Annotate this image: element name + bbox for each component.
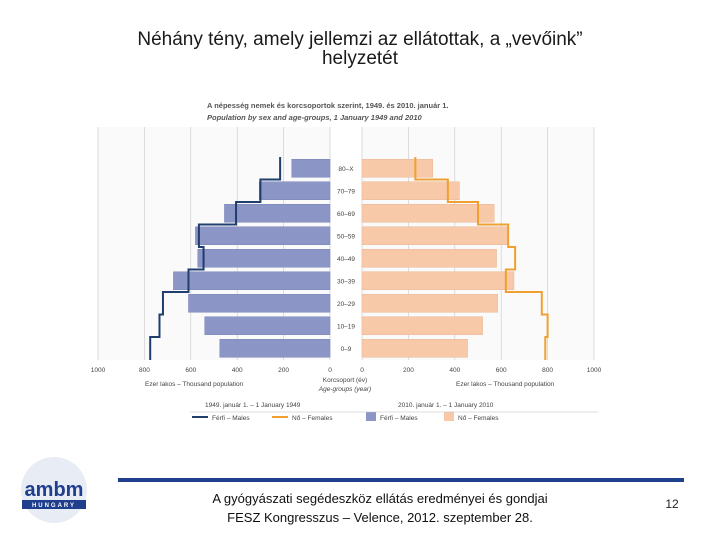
line-male-1949 (149, 157, 282, 360)
bar-female-2010 (361, 181, 460, 200)
footer-rule (118, 478, 684, 482)
page-number: 12 (665, 497, 679, 511)
x-tick-label: 0 (328, 367, 332, 374)
x-tick-label: 800 (139, 367, 150, 374)
legend-title-left: 1949. január 1. – 1 January 1949 (205, 402, 301, 409)
age-group-label: 20–29 (337, 301, 355, 308)
x-tick-label: 800 (542, 367, 553, 374)
category-axis-label: Korcsoport (év) (323, 377, 367, 384)
legend-label: Nő – Females (458, 415, 499, 422)
bar-female-2010 (361, 249, 497, 268)
legend-label: Férfi – Males (212, 415, 250, 422)
line-female-1949 (414, 157, 549, 360)
logo-subtext: HUNGARY (32, 503, 76, 509)
legend-label: Nő – Females (292, 415, 333, 422)
bar-female-2010 (361, 159, 434, 178)
chart-title: A népesség nemek és korcsoportok szerint… (207, 101, 449, 110)
bar-female-2010 (361, 271, 515, 290)
bar-female-2010 (361, 316, 483, 335)
bar-male-2010 (173, 271, 331, 290)
footer-line2: FESZ Kongresszus – Velence, 2012. szepte… (227, 510, 533, 525)
x-tick-label: 400 (449, 367, 460, 374)
slide-title-line2: helyzetét (321, 48, 399, 69)
bar-male-2010 (197, 249, 331, 268)
ambm-logo: ambm HUNGARY (8, 456, 100, 524)
age-group-label: 80–X (338, 166, 354, 173)
bar-female-2010 (361, 294, 498, 313)
chart-subtitle: Population by sex and age-groups, 1 Janu… (207, 113, 422, 122)
age-group-label: 70–79 (337, 188, 355, 195)
legend-title-right: 2010. január 1. – 1 January 2010 (398, 402, 494, 409)
bar-male-2010 (291, 159, 331, 178)
bar-female-2010 (361, 204, 495, 223)
x-tick-label: 200 (403, 367, 414, 374)
bar-male-2010 (258, 181, 331, 200)
footer-line1: A gyógyászati segédeszköz ellátás eredmé… (212, 491, 548, 506)
bar-female-2010 (361, 226, 509, 245)
x-ticks: 1000 800 600 400 200 0 0 200 400 600 800 1000 (91, 367, 602, 374)
age-group-label: 50–59 (337, 233, 355, 240)
x-tick-label: 400 (232, 367, 243, 374)
bar-male-2010 (195, 226, 331, 245)
x-tick-label: 200 (278, 367, 289, 374)
x-tick-label: 1000 (587, 367, 602, 374)
age-group-label: 60–69 (337, 211, 355, 218)
bar-female-2010 (361, 339, 468, 358)
bar-male-2010 (204, 316, 331, 335)
age-labels: 0–9 10–19 20–29 30–39 40–49 50–59 60–69 70–79 80… (337, 166, 355, 353)
age-group-label: 0–9 (341, 346, 352, 353)
x-axis-label-left: Ezer lakos – Thousand population (145, 381, 244, 388)
age-group-label: 30–39 (337, 278, 355, 285)
slide-title: Néhány tény, amely jellemzi az ellátotta… (60, 30, 660, 68)
x-axis-label-right: Ezer lakos – Thousand population (456, 381, 555, 388)
bar-male-2010 (188, 294, 331, 313)
x-tick-label: 0 (360, 367, 364, 374)
legend-swatch-female-2010 (444, 412, 454, 421)
legend-label: Férfi – Males (380, 415, 418, 422)
slide-title-line1: Néhány tény, amely jellemzi az ellátotta… (137, 29, 583, 50)
age-group-label: 10–19 (337, 323, 355, 330)
footer-text: A gyógyászati segédeszköz ellátás eredmé… (170, 489, 590, 527)
x-tick-label: 600 (496, 367, 507, 374)
x-tick-label: 600 (185, 367, 196, 374)
logo-text: ambm (25, 479, 84, 501)
bars (173, 159, 515, 358)
x-tick-label: 1000 (91, 367, 106, 374)
category-axis-label-en: Age-groups (year) (318, 386, 371, 393)
bar-male-2010 (224, 204, 331, 223)
age-group-label: 40–49 (337, 256, 355, 263)
series-lines (149, 157, 549, 360)
legend: 1949. január 1. – 1 January 1949 2010. j… (190, 402, 598, 422)
bar-male-2010 (219, 339, 331, 358)
legend-swatch-male-2010 (366, 412, 376, 421)
